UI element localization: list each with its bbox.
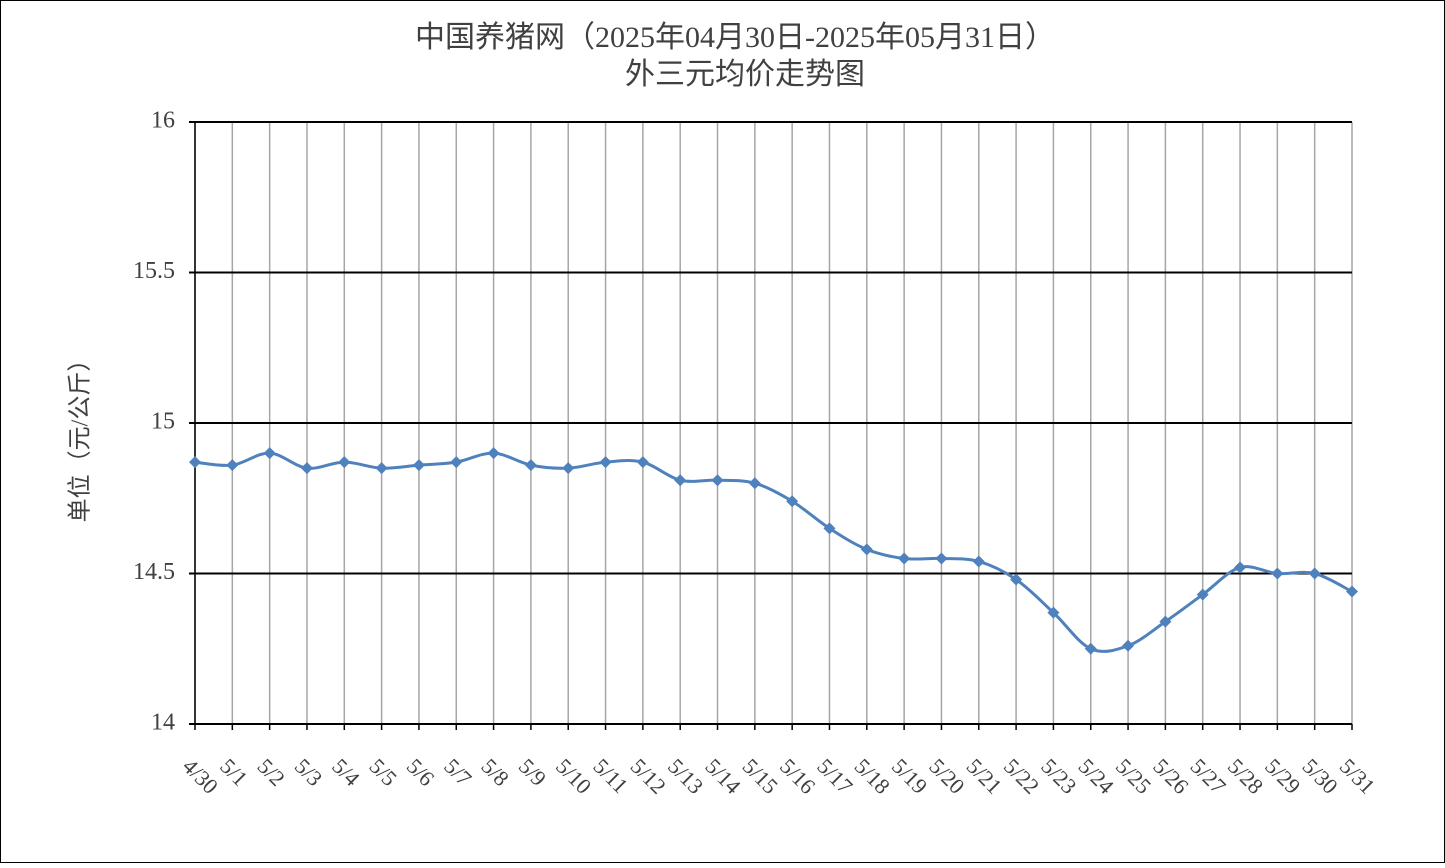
marker	[263, 447, 276, 460]
y-axis-label: 单位（元/公斤）	[67, 348, 94, 523]
marker	[1271, 567, 1284, 580]
y-tick-label: 14.5	[133, 559, 175, 585]
marker	[412, 459, 425, 472]
marker	[524, 459, 537, 472]
y-tick-label: 15.5	[133, 258, 175, 284]
marker	[1196, 588, 1209, 601]
marker	[711, 474, 724, 487]
marker	[898, 552, 911, 565]
marker	[1010, 573, 1023, 586]
marker	[1084, 642, 1097, 655]
marker	[860, 543, 873, 556]
marker	[375, 462, 388, 475]
marker	[1346, 585, 1358, 598]
y-tick-label: 16	[151, 108, 175, 134]
marker	[636, 456, 649, 469]
marker	[674, 474, 687, 487]
marker	[972, 555, 985, 568]
marker	[562, 462, 575, 475]
marker	[1047, 606, 1060, 619]
marker	[748, 477, 761, 490]
marker	[599, 456, 612, 469]
marker	[1159, 615, 1172, 628]
marker	[300, 462, 313, 475]
marker	[226, 459, 239, 472]
marker	[1308, 567, 1321, 580]
marker	[1234, 561, 1247, 574]
marker	[823, 522, 836, 535]
y-tick-label: 15	[151, 409, 175, 435]
marker	[189, 456, 201, 469]
chart-subtitle: 外三元均价走势图	[625, 58, 865, 91]
marker	[338, 456, 351, 469]
y-tick-label: 14	[151, 710, 175, 736]
marker	[487, 447, 500, 460]
chart-title: 中国养猪网（2025年04月30日-2025年05月31日）	[415, 21, 1055, 54]
marker	[786, 495, 799, 508]
marker	[1122, 639, 1135, 652]
marker	[935, 552, 948, 565]
marker	[450, 456, 463, 469]
